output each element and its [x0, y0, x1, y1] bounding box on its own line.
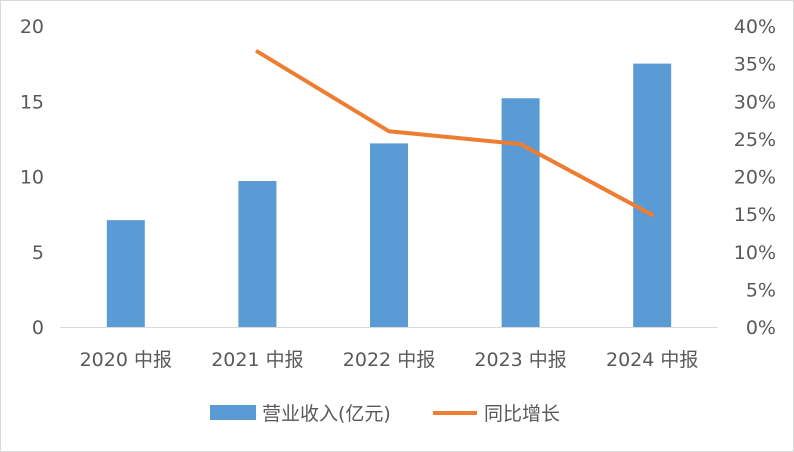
legend: 营业收入(亿元) 同比增长	[210, 403, 560, 425]
revenue-bar	[370, 143, 408, 327]
revenue-bar	[106, 220, 145, 327]
legend-bar-label: 营业收入(亿元)	[262, 403, 391, 425]
left-axis-ticks: 0 5 10 15 20	[20, 16, 44, 339]
left-tick-label: 0	[32, 317, 44, 339]
category-label: 2020 中报	[80, 349, 172, 371]
legend-line-label: 同比增长	[484, 403, 560, 425]
revenue-bars	[106, 63, 672, 328]
category-label: 2023 中报	[474, 349, 566, 371]
category-label: 2022 中报	[343, 349, 435, 371]
right-axis-ticks: 0% 5% 10% 15% 20% 25% 30% 35% 40%	[734, 16, 776, 339]
right-tick-label: 40%	[734, 16, 776, 38]
x-axis-categories: 2020 中报 2021 中报 2022 中报 2023 中报 2024 中报	[80, 349, 699, 371]
legend-bar-swatch	[210, 405, 256, 420]
revenue-bar	[633, 63, 672, 327]
right-tick-label: 5%	[746, 279, 776, 301]
right-tick-label: 0%	[746, 317, 776, 339]
left-tick-label: 5	[32, 242, 44, 264]
right-tick-label: 35%	[734, 54, 776, 76]
category-label: 2021 中报	[211, 349, 303, 371]
left-tick-label: 20	[20, 16, 44, 38]
right-tick-label: 20%	[734, 167, 776, 189]
right-tick-label: 30%	[734, 91, 776, 113]
category-label: 2024 中报	[606, 349, 698, 371]
revenue-bar	[501, 98, 540, 328]
right-tick-label: 10%	[734, 242, 776, 264]
growth-line	[255, 49, 655, 217]
left-tick-label: 15	[20, 91, 44, 113]
right-tick-label: 25%	[734, 129, 776, 151]
revenue-bar	[238, 181, 277, 327]
left-tick-label: 10	[20, 167, 44, 189]
right-tick-label: 15%	[734, 204, 776, 226]
